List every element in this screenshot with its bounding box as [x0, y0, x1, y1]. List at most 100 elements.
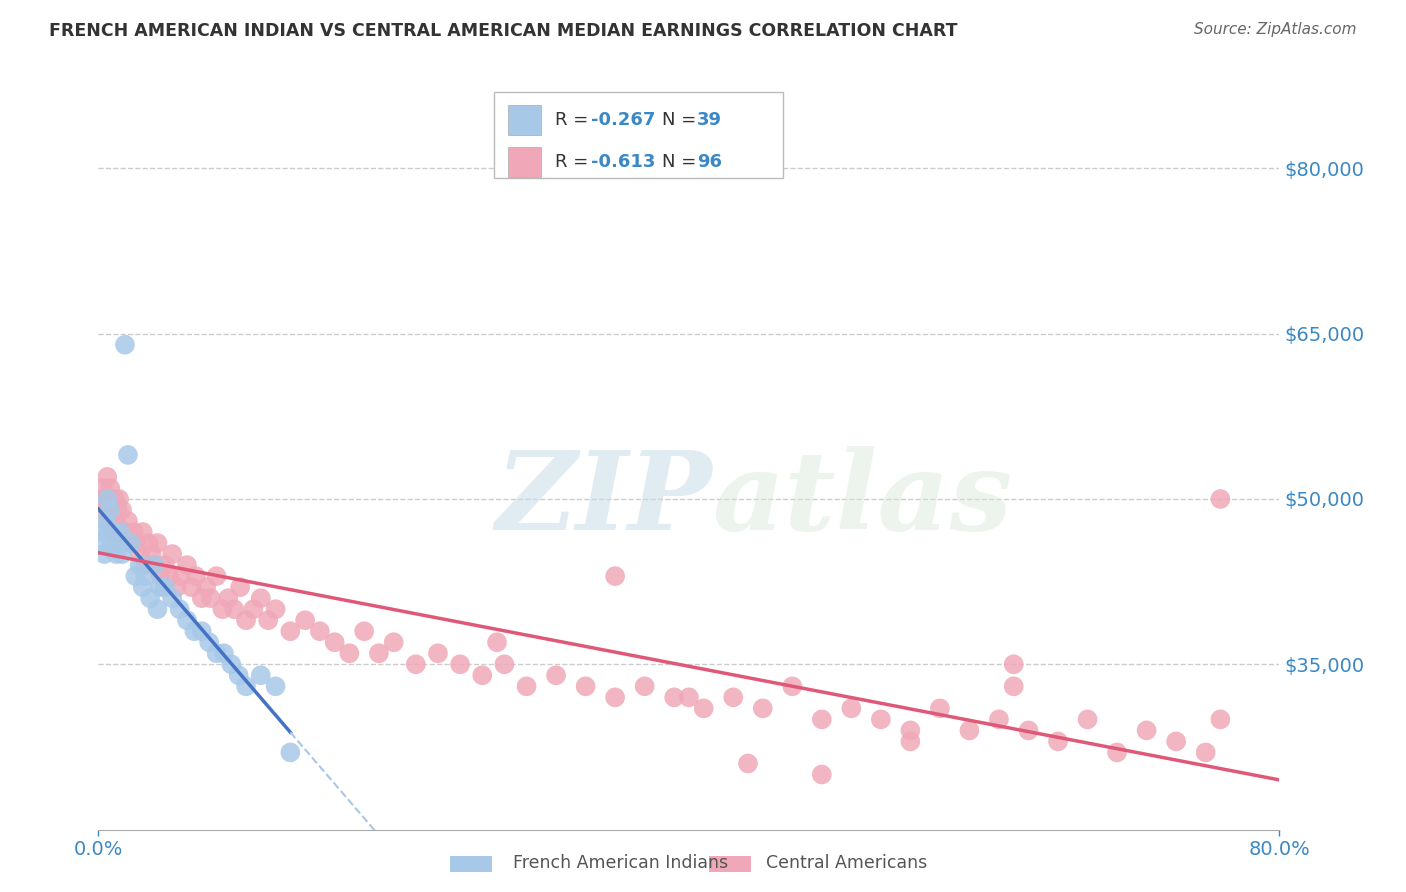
Point: [162, 591, 183, 606]
Point: [294, 613, 316, 627]
Point: [120, 536, 142, 550]
Point: [105, 514, 128, 528]
Point: [170, 569, 193, 583]
Point: [108, 491, 131, 506]
Point: [988, 712, 1011, 726]
Point: [100, 503, 122, 517]
Text: atlas: atlas: [713, 446, 1012, 554]
Point: [212, 646, 235, 660]
Point: [94, 514, 117, 528]
Point: [97, 514, 120, 528]
Point: [184, 569, 207, 583]
Point: [1018, 723, 1040, 738]
Point: [959, 723, 981, 738]
Point: [353, 624, 375, 639]
Point: [166, 580, 188, 594]
Point: [108, 536, 131, 550]
Point: [93, 547, 115, 561]
Point: [242, 602, 264, 616]
Point: [111, 547, 134, 561]
Point: [221, 657, 243, 672]
Bar: [508, 146, 541, 177]
Point: [135, 558, 157, 573]
Point: [117, 448, 139, 462]
Point: [120, 536, 142, 550]
Point: [143, 558, 166, 573]
Point: [110, 536, 132, 550]
Text: -0.267: -0.267: [591, 111, 655, 129]
Point: [176, 613, 198, 627]
Point: [900, 734, 922, 748]
Point: [841, 701, 863, 715]
Point: [141, 547, 163, 561]
Point: [98, 503, 121, 517]
Text: -0.613: -0.613: [591, 153, 655, 170]
Point: [191, 591, 214, 606]
Point: [309, 624, 332, 639]
Point: [1195, 746, 1218, 760]
Point: [90, 536, 112, 550]
Text: Source: ZipAtlas.com: Source: ZipAtlas.com: [1194, 22, 1357, 37]
Text: 39: 39: [697, 111, 723, 129]
Point: [280, 624, 302, 639]
Point: [339, 646, 361, 660]
Point: [250, 591, 273, 606]
Point: [494, 657, 516, 672]
Point: [176, 558, 198, 573]
Point: [205, 646, 228, 660]
Point: [128, 558, 150, 573]
Point: [211, 602, 233, 616]
Point: [124, 569, 146, 583]
Point: [575, 679, 598, 693]
Point: [98, 481, 121, 495]
Point: [1077, 712, 1099, 726]
Point: [1209, 491, 1232, 506]
Point: [198, 635, 221, 649]
Text: N =: N =: [662, 153, 702, 170]
Point: [235, 679, 257, 693]
Point: [122, 524, 145, 539]
Point: [870, 712, 893, 726]
Text: 96: 96: [697, 153, 723, 170]
Point: [810, 767, 832, 781]
Point: [634, 679, 657, 693]
Point: [427, 646, 450, 660]
Point: [723, 690, 745, 705]
Point: [111, 503, 134, 517]
Point: [93, 503, 115, 517]
Point: [169, 602, 191, 616]
Point: [153, 580, 176, 594]
Point: [486, 635, 509, 649]
Point: [183, 624, 205, 639]
Point: [664, 690, 686, 705]
Text: Central Americans: Central Americans: [766, 855, 928, 872]
Point: [90, 491, 112, 506]
Point: [782, 679, 804, 693]
Point: [143, 558, 166, 573]
Point: [737, 756, 759, 771]
Text: R =: R =: [555, 153, 595, 170]
Point: [264, 602, 287, 616]
Point: [280, 746, 302, 760]
Point: [180, 580, 202, 594]
Point: [1046, 734, 1070, 748]
Point: [693, 701, 716, 715]
Point: [146, 602, 169, 616]
Point: [1107, 746, 1129, 760]
Point: [1002, 657, 1025, 672]
Text: French American Indians: French American Indians: [513, 855, 728, 872]
Text: N =: N =: [662, 111, 702, 129]
Point: [114, 337, 136, 351]
Point: [224, 602, 246, 616]
FancyBboxPatch shape: [494, 92, 783, 178]
Bar: [508, 105, 541, 135]
Point: [91, 481, 114, 495]
Point: [250, 668, 273, 682]
Point: [900, 723, 922, 738]
Point: [264, 679, 287, 693]
Point: [929, 701, 952, 715]
Point: [605, 569, 627, 583]
Point: [195, 580, 218, 594]
Point: [678, 690, 700, 705]
Point: [117, 514, 139, 528]
